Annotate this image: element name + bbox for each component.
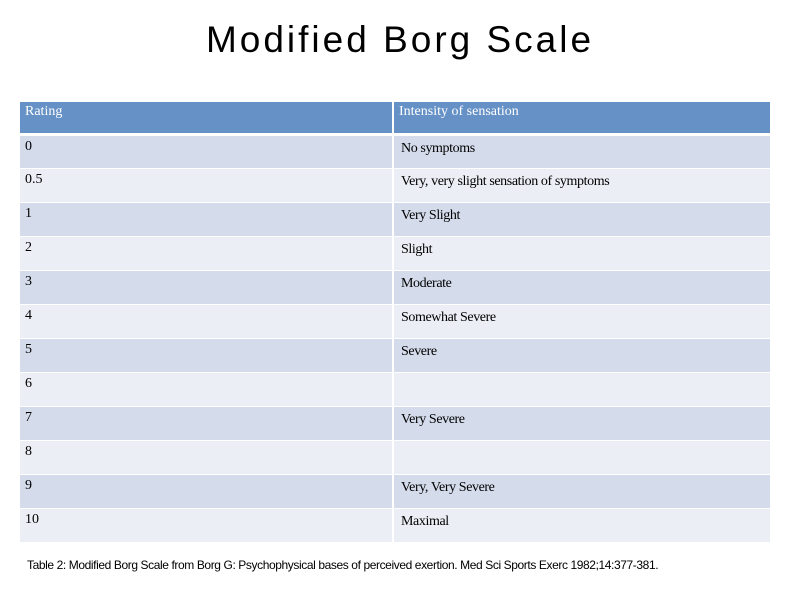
table-row: 4 Somewhat Severe <box>20 304 770 339</box>
table-caption: Table 2: Modified Borg Scale from Borg G… <box>27 558 659 572</box>
header-rating: Rating <box>20 102 394 136</box>
rating-cell: 0.5 <box>20 168 394 203</box>
table-row: 3 Moderate <box>20 270 770 305</box>
rating-cell: 7 <box>20 406 394 441</box>
table-row: 8 <box>20 440 770 475</box>
table-row: 2 Slight <box>20 236 770 271</box>
intensity-cell: Very, Very Severe <box>393 474 770 509</box>
intensity-cell: Severe <box>393 338 770 373</box>
intensity-cell: Very, very slight sensation of symptoms <box>393 168 770 203</box>
table-row: 7 Very Severe <box>20 406 770 441</box>
table-row: 1 Very Slight <box>20 202 770 237</box>
rating-cell: 10 <box>20 508 394 543</box>
rating-cell: 9 <box>20 474 394 509</box>
slide-title: Modified Borg Scale <box>205 19 595 60</box>
table-row: 6 <box>20 372 770 407</box>
borg-scale-table: Rating Intensity of sensation 0 No sympt… <box>20 102 770 543</box>
intensity-cell: No symptoms <box>393 134 770 169</box>
rating-cell: 2 <box>20 236 394 271</box>
rating-cell: 6 <box>20 372 394 407</box>
table-row: 10 Maximal <box>20 508 770 543</box>
table-header-row: Rating Intensity of sensation <box>20 102 770 136</box>
rating-cell: 8 <box>20 440 394 475</box>
table-row: 0.5 Very, very slight sensation of sympt… <box>20 168 770 203</box>
rating-cell: 0 <box>20 134 394 169</box>
rating-cell: 1 <box>20 202 394 237</box>
rating-cell: 4 <box>20 304 394 339</box>
intensity-cell: Very Severe <box>393 406 770 441</box>
intensity-cell: Moderate <box>393 270 770 305</box>
intensity-cell: Very Slight <box>393 202 770 237</box>
rating-cell: 5 <box>20 338 394 373</box>
table-row: 0 No symptoms <box>20 134 770 169</box>
intensity-cell: Maximal <box>393 508 770 543</box>
intensity-cell: Somewhat Severe <box>393 304 770 339</box>
header-intensity: Intensity of sensation <box>393 102 770 136</box>
rating-cell: 3 <box>20 270 394 305</box>
intensity-cell: Slight <box>393 236 770 271</box>
table-row: 5 Severe <box>20 338 770 373</box>
intensity-cell <box>393 372 770 407</box>
intensity-cell <box>393 440 770 475</box>
table-row: 9 Very, Very Severe <box>20 474 770 509</box>
